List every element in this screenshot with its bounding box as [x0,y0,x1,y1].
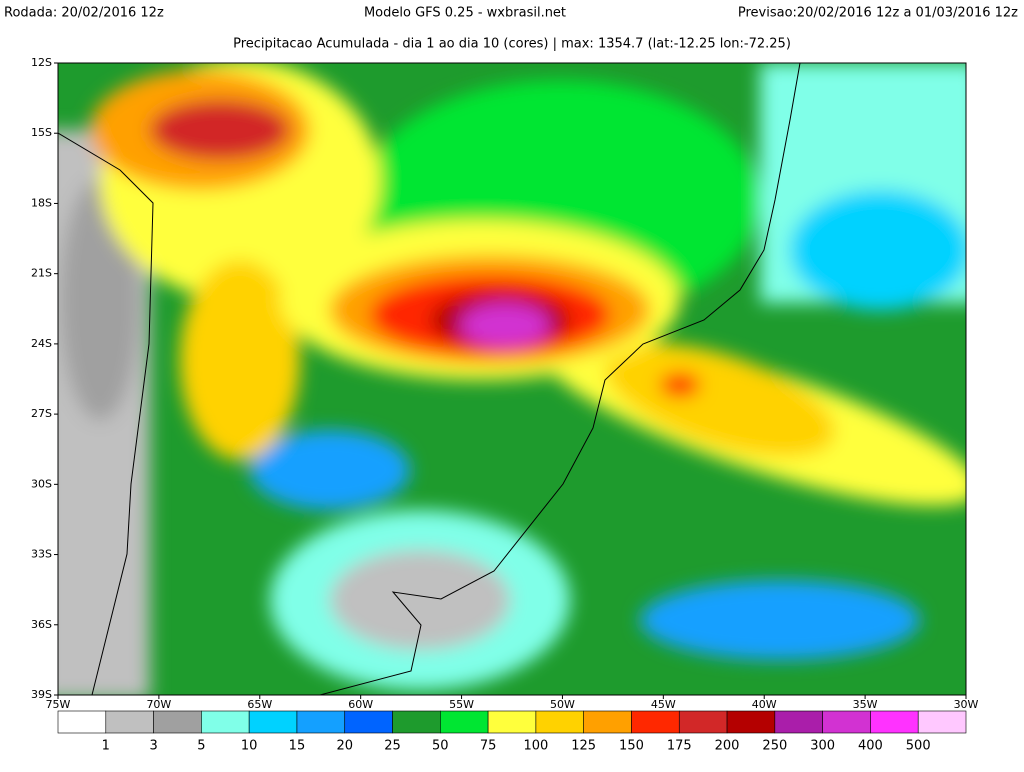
lon-label: 50W [550,698,575,711]
colorbar-box [583,710,632,734]
lat-label: 27S [31,407,52,420]
colorbar-label: 15 [289,739,306,754]
colorbar-label: 250 [762,739,787,754]
colorbar-label: 500 [906,739,931,754]
lat-label: 39S [31,688,52,701]
colorbar-label: 175 [667,739,692,754]
colorbar-box [201,710,250,734]
lat-label: 21S [31,267,52,280]
lat-label: 36S [31,618,52,631]
colorbar-box [248,710,298,734]
colorbar-box [153,710,202,734]
lon-label: 45W [651,698,676,711]
colorbar-box [105,710,154,734]
lon-label: 60W [348,698,373,711]
colorbar-label: 200 [715,739,740,754]
lon-label: 30W [954,698,979,711]
colorbar-box [726,710,776,734]
colorbar-box [392,710,441,734]
colorbar-box [870,710,919,734]
colorbar-box [487,710,537,734]
colorbar-label: 300 [810,739,835,754]
map-frame [57,62,967,696]
colorbar-label: 20 [336,739,353,754]
lon-label: 65W [247,698,272,711]
lon-label: 55W [449,698,474,711]
colorbar-label: 5 [197,739,205,754]
colorbar-box [440,710,489,734]
colorbar: 1 3 5 10 15 20 25 50 75 100 125 150 175 200 250 300 400 5… [57,710,967,754]
colorbar-box [822,710,871,734]
colorbar-box [344,710,393,734]
run-label: Rodada: 20/02/2016 12z [4,6,164,21]
colorbar-label: 100 [523,739,548,754]
colorbar-label: 50 [432,739,449,754]
model-label: Modelo GFS 0.25 - wxbrasil.net [364,6,566,21]
lon-label: 40W [752,698,777,711]
colorbar-box [57,710,107,734]
colorbar-label: 75 [480,739,497,754]
lon-label: 70W [146,698,171,711]
colorbar-box [917,710,967,734]
lat-label: 33S [31,548,52,561]
forecast-label: Previsao:20/02/2016 12z a 01/03/2016 12z [738,6,1018,21]
colorbar-box [535,710,584,734]
colorbar-label: 10 [241,739,258,754]
lat-label: 12S [31,56,52,69]
subtitle: Precipitacao Acumulada - dia 1 ao dia 10… [233,37,791,52]
colorbar-label: 150 [619,739,644,754]
colorbar-label: 125 [571,739,596,754]
lat-label: 24S [31,337,52,350]
colorbar-label: 3 [149,739,157,754]
colorbar-box [296,710,346,734]
lat-label: 15S [31,126,52,139]
lon-label: 35W [853,698,878,711]
lat-label: 30S [31,477,52,490]
colorbar-label: 1 [102,739,110,754]
colorbar-box [631,710,680,734]
colorbar-box [774,710,823,734]
colorbar-label: 25 [384,739,401,754]
precip-field [58,63,966,695]
colorbar-label: 400 [858,739,883,754]
colorbar-box [678,710,728,734]
lat-label: 18S [31,196,52,209]
lon-label: 75W [46,698,71,711]
